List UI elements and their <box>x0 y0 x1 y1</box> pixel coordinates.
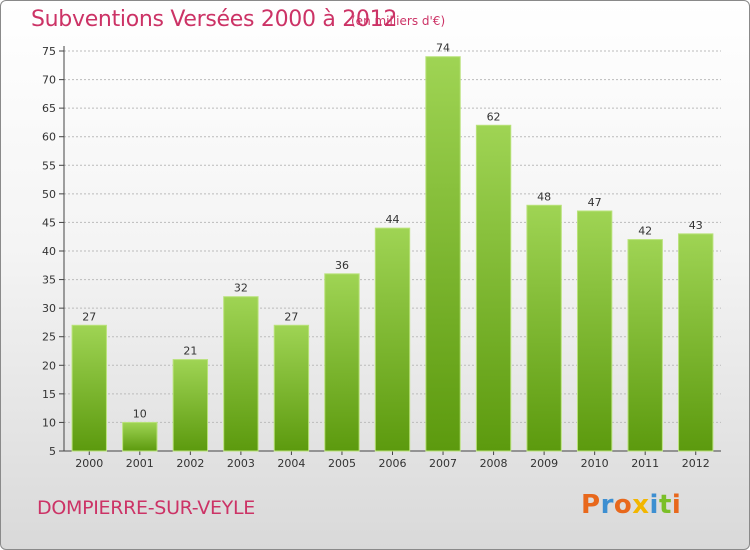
y-tick-label: 70 <box>42 74 56 87</box>
data-label: 48 <box>537 190 551 203</box>
bars <box>71 56 714 452</box>
x-tick-label: 2010 <box>581 457 609 470</box>
y-tick-label: 35 <box>42 274 56 287</box>
y-tick-label: 65 <box>42 102 56 115</box>
x-tick-label: 2007 <box>429 457 457 470</box>
data-label: 42 <box>638 225 652 238</box>
logo-letter: x <box>632 490 650 520</box>
y-tick-label: 20 <box>42 359 56 372</box>
y-tick-label: 25 <box>42 331 56 344</box>
bar <box>172 359 209 452</box>
logo-letter: i <box>649 490 659 520</box>
logo-letter: t <box>658 490 672 520</box>
x-tick-label: 2012 <box>682 457 710 470</box>
x-tick-label: 2004 <box>277 457 305 470</box>
commune-name: DOMPIERRE-SUR-VEYLE <box>37 497 255 519</box>
y-tick-label: 30 <box>42 302 56 315</box>
y-tick-label: 60 <box>42 131 56 144</box>
logo-letter: o <box>613 490 633 520</box>
logo-letter: P <box>581 490 601 520</box>
y-tick-label: 45 <box>42 216 56 229</box>
y-tick-label: 40 <box>42 245 56 258</box>
y-tick-label: 55 <box>42 159 56 172</box>
bar <box>324 273 360 452</box>
logo-letter: r <box>600 490 614 520</box>
x-tick-label: 2001 <box>126 457 154 470</box>
bar <box>122 421 158 452</box>
data-label: 36 <box>335 259 349 272</box>
bar <box>223 296 259 452</box>
y-tick-label: 15 <box>42 388 56 401</box>
chart-subtitle: (en milliers d'€) <box>351 14 446 28</box>
bar <box>374 227 411 452</box>
proxiti-logo: Proxiti <box>581 490 681 520</box>
data-label: 47 <box>588 196 602 209</box>
x-tick-label: 2005 <box>328 457 356 470</box>
x-tick-label: 2002 <box>176 457 204 470</box>
x-tick-label: 2008 <box>480 457 508 470</box>
labels: 5 10 15 20 25 30 35 40 45 50 55 60 65 70 75 2000 27 2001 1… <box>42 42 710 470</box>
y-tick-label: 5 <box>49 445 56 458</box>
data-label: 62 <box>487 110 501 123</box>
bar <box>526 204 562 452</box>
x-tick-label: 2009 <box>530 457 558 470</box>
data-label: 27 <box>284 310 298 323</box>
logo-letter: i <box>671 490 682 520</box>
y-tick-label: 50 <box>42 188 56 201</box>
chart-title: Subventions Versées 2000 à 2012 <box>31 7 398 32</box>
x-tick-label: 2011 <box>631 457 659 470</box>
bar <box>576 210 613 452</box>
y-tick-label: 10 <box>42 416 56 429</box>
x-tick-label: 2000 <box>75 457 103 470</box>
bar <box>627 239 663 452</box>
data-label: 44 <box>386 213 400 226</box>
bar <box>425 56 461 452</box>
y-tick-label: 75 <box>42 45 56 58</box>
data-label: 32 <box>234 282 248 295</box>
data-label: 43 <box>689 219 703 232</box>
data-label: 10 <box>133 407 147 420</box>
data-label: 21 <box>183 345 197 358</box>
bar <box>475 124 512 452</box>
data-label: 74 <box>436 42 450 55</box>
bar <box>71 324 107 452</box>
x-tick-label: 2003 <box>227 457 255 470</box>
data-label: 27 <box>82 310 96 323</box>
x-tick-label: 2006 <box>379 457 407 470</box>
bar <box>678 233 714 452</box>
bar <box>273 324 310 452</box>
